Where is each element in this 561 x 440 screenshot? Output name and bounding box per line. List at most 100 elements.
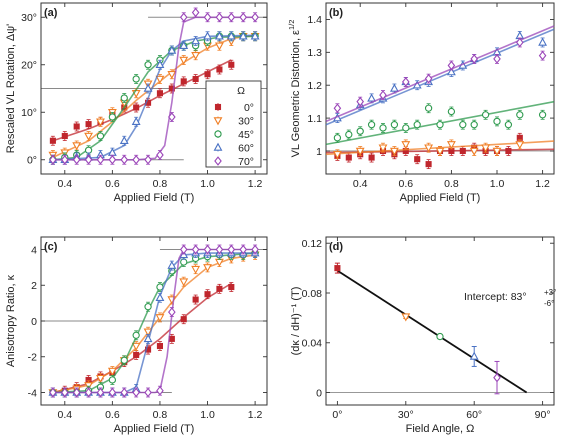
data-point	[459, 121, 467, 129]
data-point	[84, 132, 94, 141]
series-70deg	[49, 7, 259, 165]
data-point	[379, 90, 387, 100]
data-point	[120, 154, 129, 165]
data-point	[493, 372, 501, 383]
legend-label: 45°	[238, 129, 254, 141]
y-tick-label: 0	[316, 387, 322, 399]
data-point	[216, 66, 223, 73]
legend-label: 0°	[244, 102, 254, 114]
data-point	[191, 244, 200, 255]
y-axis-label: Anisotropy Ratio, κ	[5, 274, 17, 367]
data-point	[368, 154, 375, 161]
data-point	[179, 56, 189, 65]
series-30deg	[325, 139, 555, 160]
legend-label: 30°	[238, 115, 254, 127]
data-point	[132, 331, 140, 339]
y-tick-label: 1	[316, 146, 322, 158]
data-point	[333, 134, 342, 142]
x-tick-label: 0.8	[153, 409, 168, 421]
data-point	[515, 37, 524, 48]
data-point	[203, 264, 212, 273]
data-point	[447, 60, 456, 71]
data-point	[155, 59, 165, 68]
data-point	[332, 151, 342, 160]
data-point	[72, 387, 81, 398]
y-tick-label: 1.2	[307, 80, 322, 92]
data-point	[469, 147, 479, 156]
data-point	[84, 154, 93, 165]
data-point	[73, 123, 80, 130]
data-point	[470, 121, 478, 129]
data-point	[180, 316, 187, 323]
data-point	[107, 367, 117, 376]
data-point	[180, 78, 187, 85]
x-tick-label: 1.0	[200, 178, 215, 190]
y-axis-label: (dκ / dH)⁻¹ (T)	[290, 287, 302, 356]
data-point	[84, 146, 93, 154]
data-point	[355, 147, 365, 156]
data-point	[481, 144, 491, 153]
x-tick-label: 90°	[535, 409, 551, 421]
data-point	[390, 121, 399, 129]
data-point	[227, 244, 236, 255]
data-point	[436, 121, 444, 129]
data-point	[515, 141, 525, 150]
data-point	[356, 96, 365, 107]
data-point	[401, 313, 411, 322]
x-tick-label: 1.2	[248, 409, 263, 421]
data-point	[504, 121, 513, 129]
series-30deg	[48, 249, 260, 398]
series-60deg	[48, 248, 260, 398]
fit-curve	[52, 16, 256, 161]
data-point	[144, 154, 152, 165]
data-point	[389, 147, 399, 156]
data-point	[143, 328, 153, 337]
data-point	[133, 351, 140, 359]
data-point	[108, 154, 117, 165]
data-point	[424, 104, 433, 112]
x-axis-label: Applied Field (T)	[114, 423, 195, 435]
x-tick-label: 1.0	[200, 409, 215, 421]
intercept-lower-error: -6°	[544, 299, 554, 308]
y-tick-label: 1.1	[307, 113, 322, 125]
data-point	[345, 154, 352, 161]
data-point	[413, 121, 421, 129]
y-tick-label: 0	[31, 316, 37, 328]
x-tick-label: 0.4	[57, 178, 72, 190]
data-point	[120, 356, 128, 364]
x-tick-label: 1.2	[248, 178, 263, 190]
panel-d: 0° 30° 60° 90° 0 0.04 0.08 0.12 Field Angle, Ω (d…	[290, 236, 556, 435]
data-point	[333, 103, 342, 114]
data-point	[179, 12, 188, 23]
data-point	[61, 132, 68, 140]
data-point	[120, 94, 128, 102]
data-point	[72, 154, 81, 165]
data-point	[470, 54, 479, 64]
y-tick-label: 0.08	[302, 288, 323, 300]
data-point	[379, 124, 387, 132]
data-point	[179, 40, 189, 50]
y-tick-label: -2	[28, 352, 37, 364]
data-point	[84, 387, 93, 398]
data-point	[345, 130, 353, 139]
data-point	[204, 71, 211, 78]
data-point	[401, 77, 410, 87]
plot-frame	[40, 2, 268, 175]
data-point	[120, 387, 129, 398]
data-point	[155, 292, 165, 302]
data-point	[228, 283, 235, 291]
data-point	[538, 37, 548, 46]
panel-label: (d)	[329, 241, 343, 253]
data-point	[143, 334, 153, 343]
data-point	[447, 107, 456, 116]
data-point	[424, 73, 433, 84]
fit-curve	[325, 28, 555, 126]
y-axis-label-superscript: 1/2	[287, 20, 296, 30]
data-point	[132, 387, 140, 398]
data-point	[446, 141, 456, 150]
legend-marker	[214, 156, 222, 166]
data-point	[156, 150, 164, 160]
data-point	[204, 291, 211, 298]
fit-curve	[52, 252, 256, 394]
